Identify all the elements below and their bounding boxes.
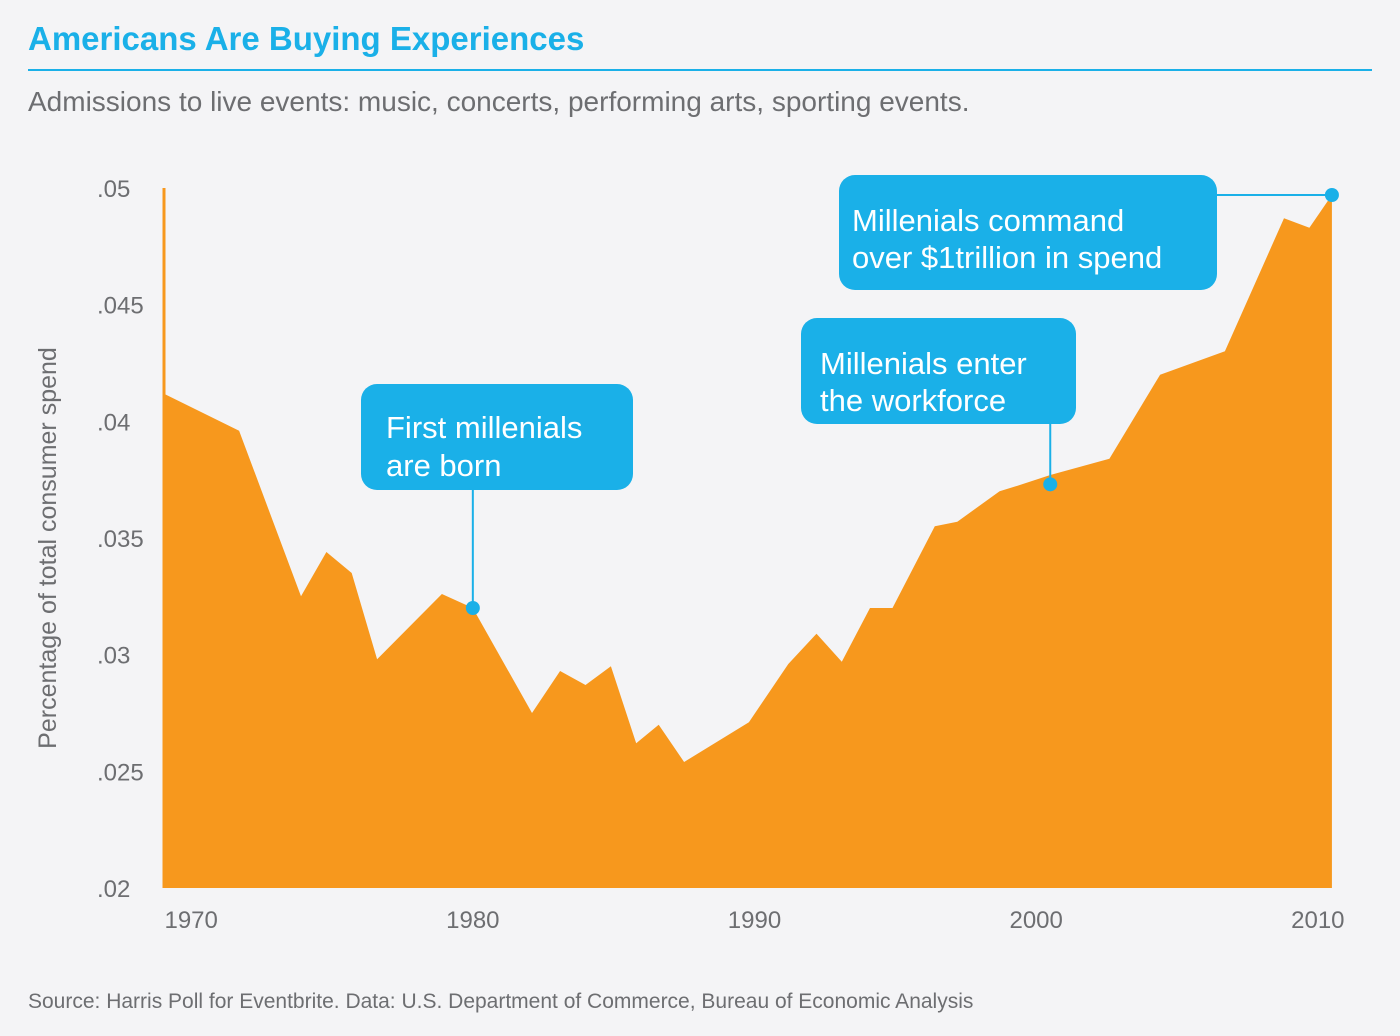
- x-tick-label: 1980: [446, 907, 499, 934]
- y-tick-label: .05: [97, 176, 130, 203]
- chart-subtitle: Admissions to live events: music, concer…: [28, 86, 970, 117]
- callout-text-line: Millenials command: [852, 203, 1124, 238]
- callout-text-line: the workforce: [820, 383, 1006, 418]
- callout-text-line: First millenials: [386, 410, 582, 445]
- y-tick-label: .02: [97, 876, 130, 903]
- annotation-point: [1043, 477, 1058, 492]
- source-note: Source: Harris Poll for Eventbrite. Data…: [28, 990, 974, 1013]
- callout-box: [361, 384, 633, 490]
- callout-text-line: over $1trillion in spend: [852, 240, 1162, 275]
- title-rule: [28, 69, 1372, 71]
- annotation-point: [1324, 188, 1339, 202]
- y-tick-label: .045: [97, 293, 144, 320]
- chart-title: Americans Are Buying Experiences: [28, 20, 585, 57]
- y-axis-title: Percentage of total consumer spend: [34, 347, 62, 749]
- callout-box: [839, 175, 1217, 290]
- y-tick-label: .035: [97, 526, 144, 553]
- callout-text-line: are born: [386, 448, 501, 483]
- callout-text-line: Millenials enter: [820, 346, 1027, 381]
- annotation-point: [465, 601, 480, 615]
- x-tick-label: 1990: [728, 907, 781, 934]
- x-tick-label: 1970: [164, 907, 217, 934]
- callout-box: [801, 318, 1076, 424]
- x-tick-label: 2010: [1291, 907, 1344, 934]
- y-tick-label: .04: [97, 409, 130, 436]
- y-tick-label: .03: [97, 643, 130, 670]
- y-tick-label: .025: [97, 759, 144, 786]
- area-series: [163, 195, 1332, 888]
- x-tick-label: 2000: [1009, 907, 1062, 934]
